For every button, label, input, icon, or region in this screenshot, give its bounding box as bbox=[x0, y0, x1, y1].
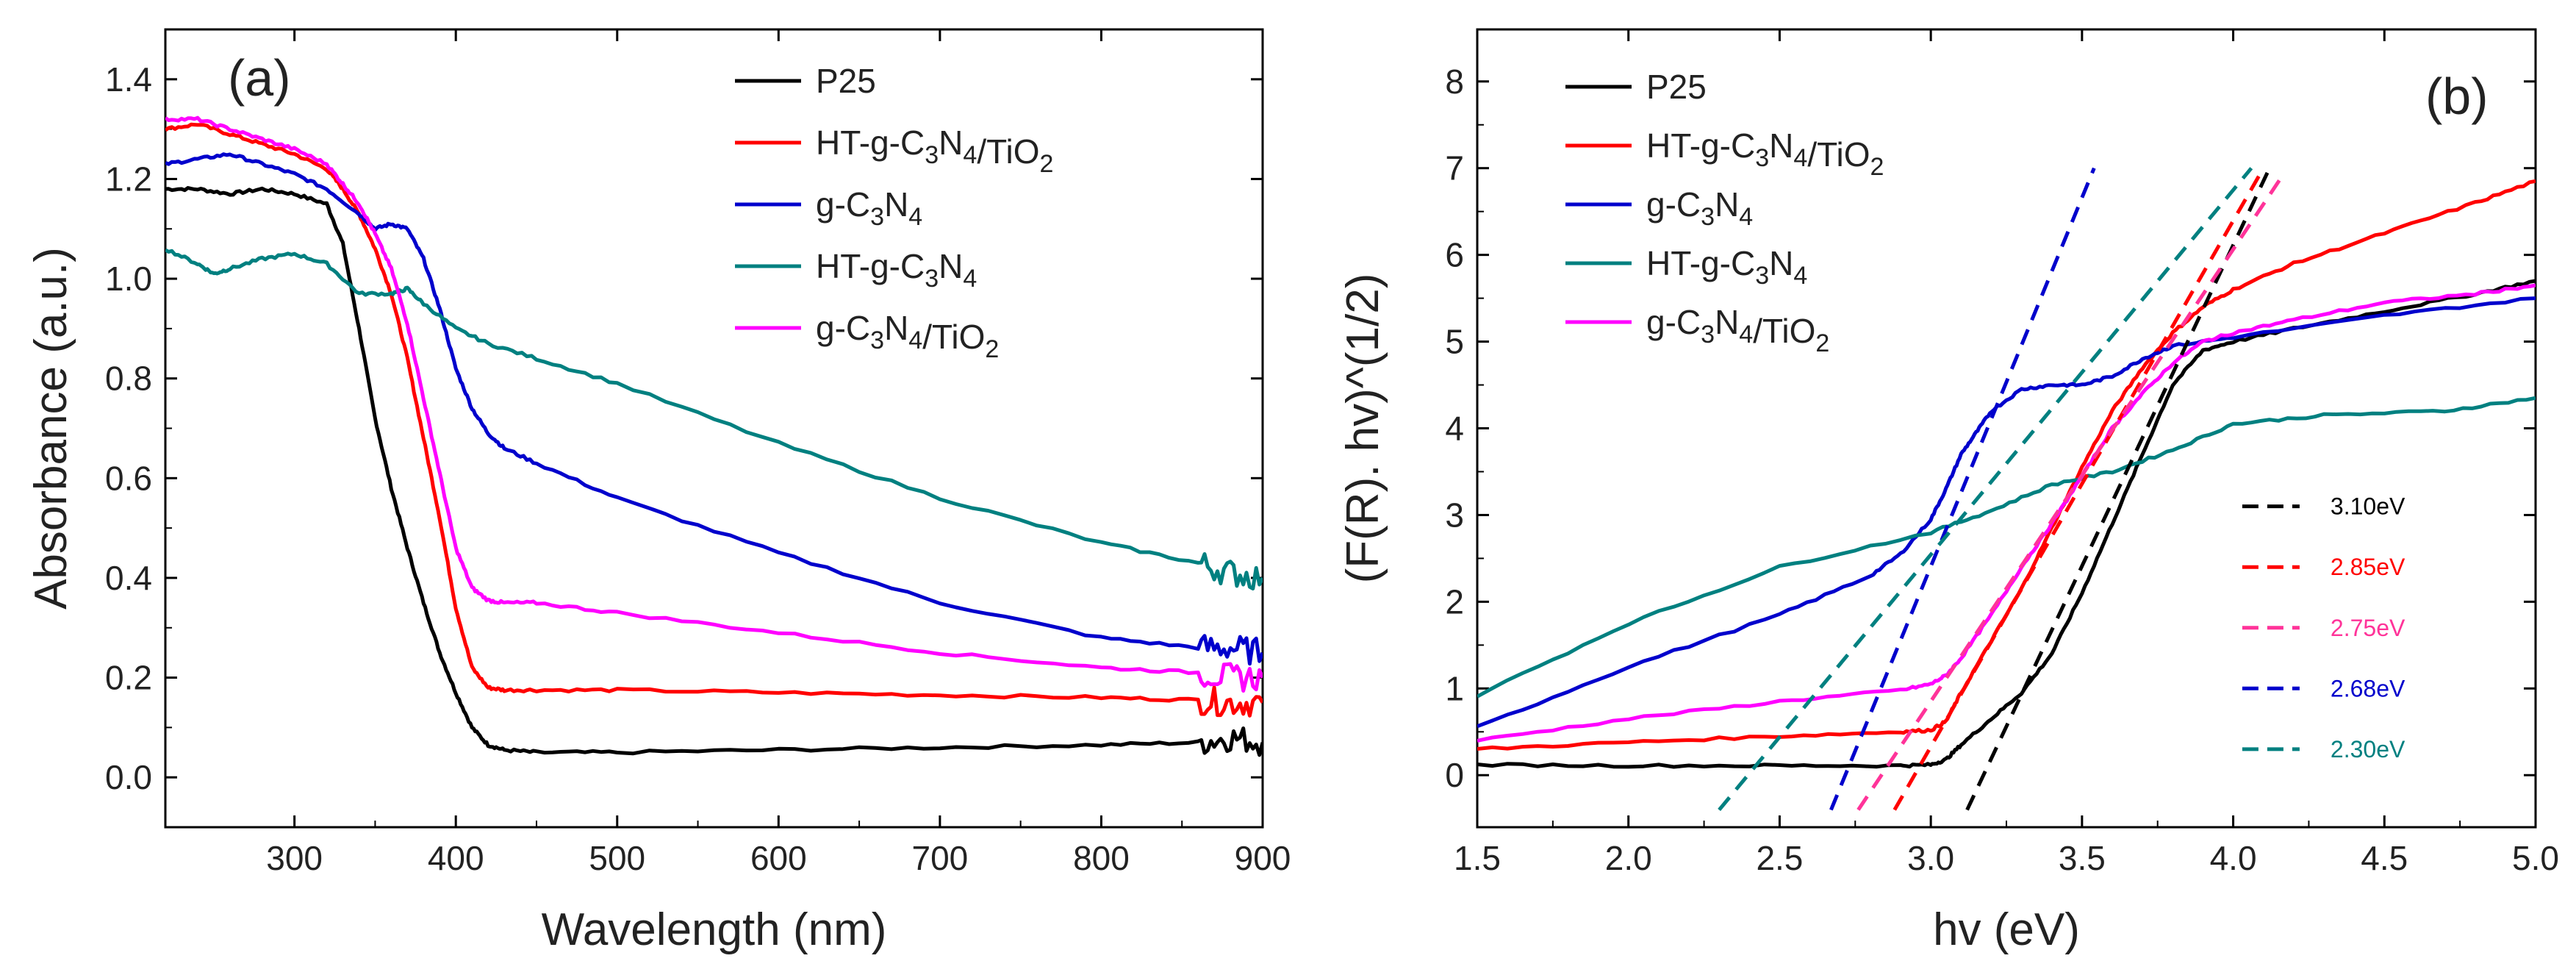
x-tick-label: 5.0 bbox=[2512, 839, 2559, 877]
y-tick-label: 0 bbox=[1445, 756, 1464, 794]
fit-legend-label: 3.10eV bbox=[2331, 493, 2405, 520]
legend-label: P25 bbox=[1646, 68, 1707, 106]
x-tick-label: 400 bbox=[428, 839, 484, 877]
x-axis-label: hv (eV) bbox=[1933, 904, 2080, 955]
legend-label: HT-g-C3N4/TiO2 bbox=[816, 124, 1053, 178]
legend-label: g-C3N4/TiO2 bbox=[1646, 303, 1829, 357]
x-tick-label: 600 bbox=[750, 839, 807, 877]
series-line-3 bbox=[1477, 396, 2536, 699]
series-line-4 bbox=[165, 115, 1263, 693]
fit-legend-label: 2.68eV bbox=[2331, 675, 2405, 701]
panel-label: (b) bbox=[2425, 68, 2489, 125]
y-tick-label: 5 bbox=[1445, 323, 1464, 361]
y-axis-label: Absorbance (a.u.) bbox=[26, 247, 76, 610]
x-tick-label: 800 bbox=[1073, 839, 1130, 877]
x-tick-label: 4.0 bbox=[2210, 839, 2257, 877]
x-tick-label: 2.5 bbox=[1756, 839, 1803, 877]
series-line-2 bbox=[1477, 296, 2536, 729]
x-tick-label: 700 bbox=[912, 839, 969, 877]
x-tick-label: 4.5 bbox=[2361, 839, 2408, 877]
y-tick-label: 6 bbox=[1445, 236, 1464, 274]
legend-label: g-C3N4 bbox=[1646, 185, 1753, 231]
x-tick-label: 300 bbox=[266, 839, 323, 877]
y-tick-label: 1.4 bbox=[105, 60, 152, 99]
series-line-0 bbox=[165, 186, 1263, 757]
fit-legend-label: 2.85eV bbox=[2331, 554, 2405, 580]
x-tick-label: 2.0 bbox=[1605, 839, 1652, 877]
fit-legend-label: 2.75eV bbox=[2331, 615, 2405, 641]
y-tick-label: 0.6 bbox=[105, 459, 152, 497]
legend-label: g-C3N4/TiO2 bbox=[816, 309, 999, 363]
y-axis-label: (F(R). hv)^(1/2) bbox=[1338, 274, 1388, 584]
y-tick-label: 1.2 bbox=[105, 160, 152, 198]
y-tick-label: 4 bbox=[1445, 410, 1464, 448]
panel-b: 1.5 2.0 2.5 3.0 3.5 4.0 4.5 5.0 0 1 2 3 4 5 6 7 8 hv (eV)… bbox=[1338, 28, 2559, 955]
y-tick-label: 0.4 bbox=[105, 559, 152, 597]
x-tick-label: 500 bbox=[589, 839, 645, 877]
y-tick-label: 0.0 bbox=[105, 758, 152, 796]
panel-a: 300 400 500 600 700 800 900 0.0 0.2 0.4 0.6 0.8 1.0 1… bbox=[26, 28, 1291, 955]
y-tick-label: 8 bbox=[1445, 63, 1464, 101]
legend-label: HT-g-C3N4 bbox=[816, 247, 977, 293]
plot-area bbox=[1477, 167, 2536, 812]
fit-line-2 bbox=[1856, 171, 2286, 811]
legend-label: HT-g-C3N4 bbox=[1646, 244, 1807, 290]
fit-line-3 bbox=[1829, 167, 2096, 811]
fit-line-0 bbox=[1965, 167, 2272, 811]
fit-legend-label: 2.30eV bbox=[2331, 736, 2405, 762]
series-line-3 bbox=[165, 248, 1263, 590]
y-tick-label: 0.2 bbox=[105, 659, 152, 697]
legend-label: HT-g-C3N4/TiO2 bbox=[1646, 126, 1884, 181]
y-tick-label: 0.8 bbox=[105, 360, 152, 398]
series-line-2 bbox=[165, 152, 1263, 666]
panel-label: (a) bbox=[228, 49, 291, 107]
fit-line-4 bbox=[1718, 167, 2253, 812]
x-tick-label: 1.5 bbox=[1454, 839, 1501, 877]
y-tick-label: 7 bbox=[1445, 149, 1464, 188]
plot-frame bbox=[164, 28, 1264, 829]
x-tick-label: 3.5 bbox=[2059, 839, 2106, 877]
plot-area bbox=[165, 115, 1263, 757]
legend-label: P25 bbox=[816, 62, 876, 100]
y-tick-label: 1.0 bbox=[105, 260, 152, 298]
legend-label: g-C3N4 bbox=[816, 185, 922, 231]
x-tick-label: 900 bbox=[1235, 839, 1291, 877]
series-line-1 bbox=[165, 122, 1263, 718]
y-tick-label: 2 bbox=[1445, 582, 1464, 621]
fit-line-1 bbox=[1892, 167, 2265, 811]
x-tick-label: 3.0 bbox=[1907, 839, 1954, 877]
y-tick-label: 3 bbox=[1445, 496, 1464, 534]
y-tick-label: 1 bbox=[1445, 669, 1464, 707]
x-axis-label: Wavelength (nm) bbox=[542, 904, 887, 955]
